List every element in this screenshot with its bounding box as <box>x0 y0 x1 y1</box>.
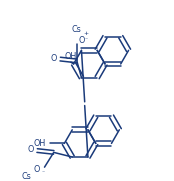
Text: OH: OH <box>34 139 46 148</box>
Text: O: O <box>51 54 57 63</box>
Text: ⁻: ⁻ <box>84 38 87 43</box>
Text: ⁻: ⁻ <box>42 171 45 176</box>
Text: O: O <box>27 145 34 154</box>
Text: O: O <box>34 165 40 174</box>
Text: Cs: Cs <box>72 25 82 34</box>
Text: OH: OH <box>65 52 77 61</box>
Text: +: + <box>84 31 89 36</box>
Text: O: O <box>79 36 85 45</box>
Text: Cs: Cs <box>21 172 31 181</box>
